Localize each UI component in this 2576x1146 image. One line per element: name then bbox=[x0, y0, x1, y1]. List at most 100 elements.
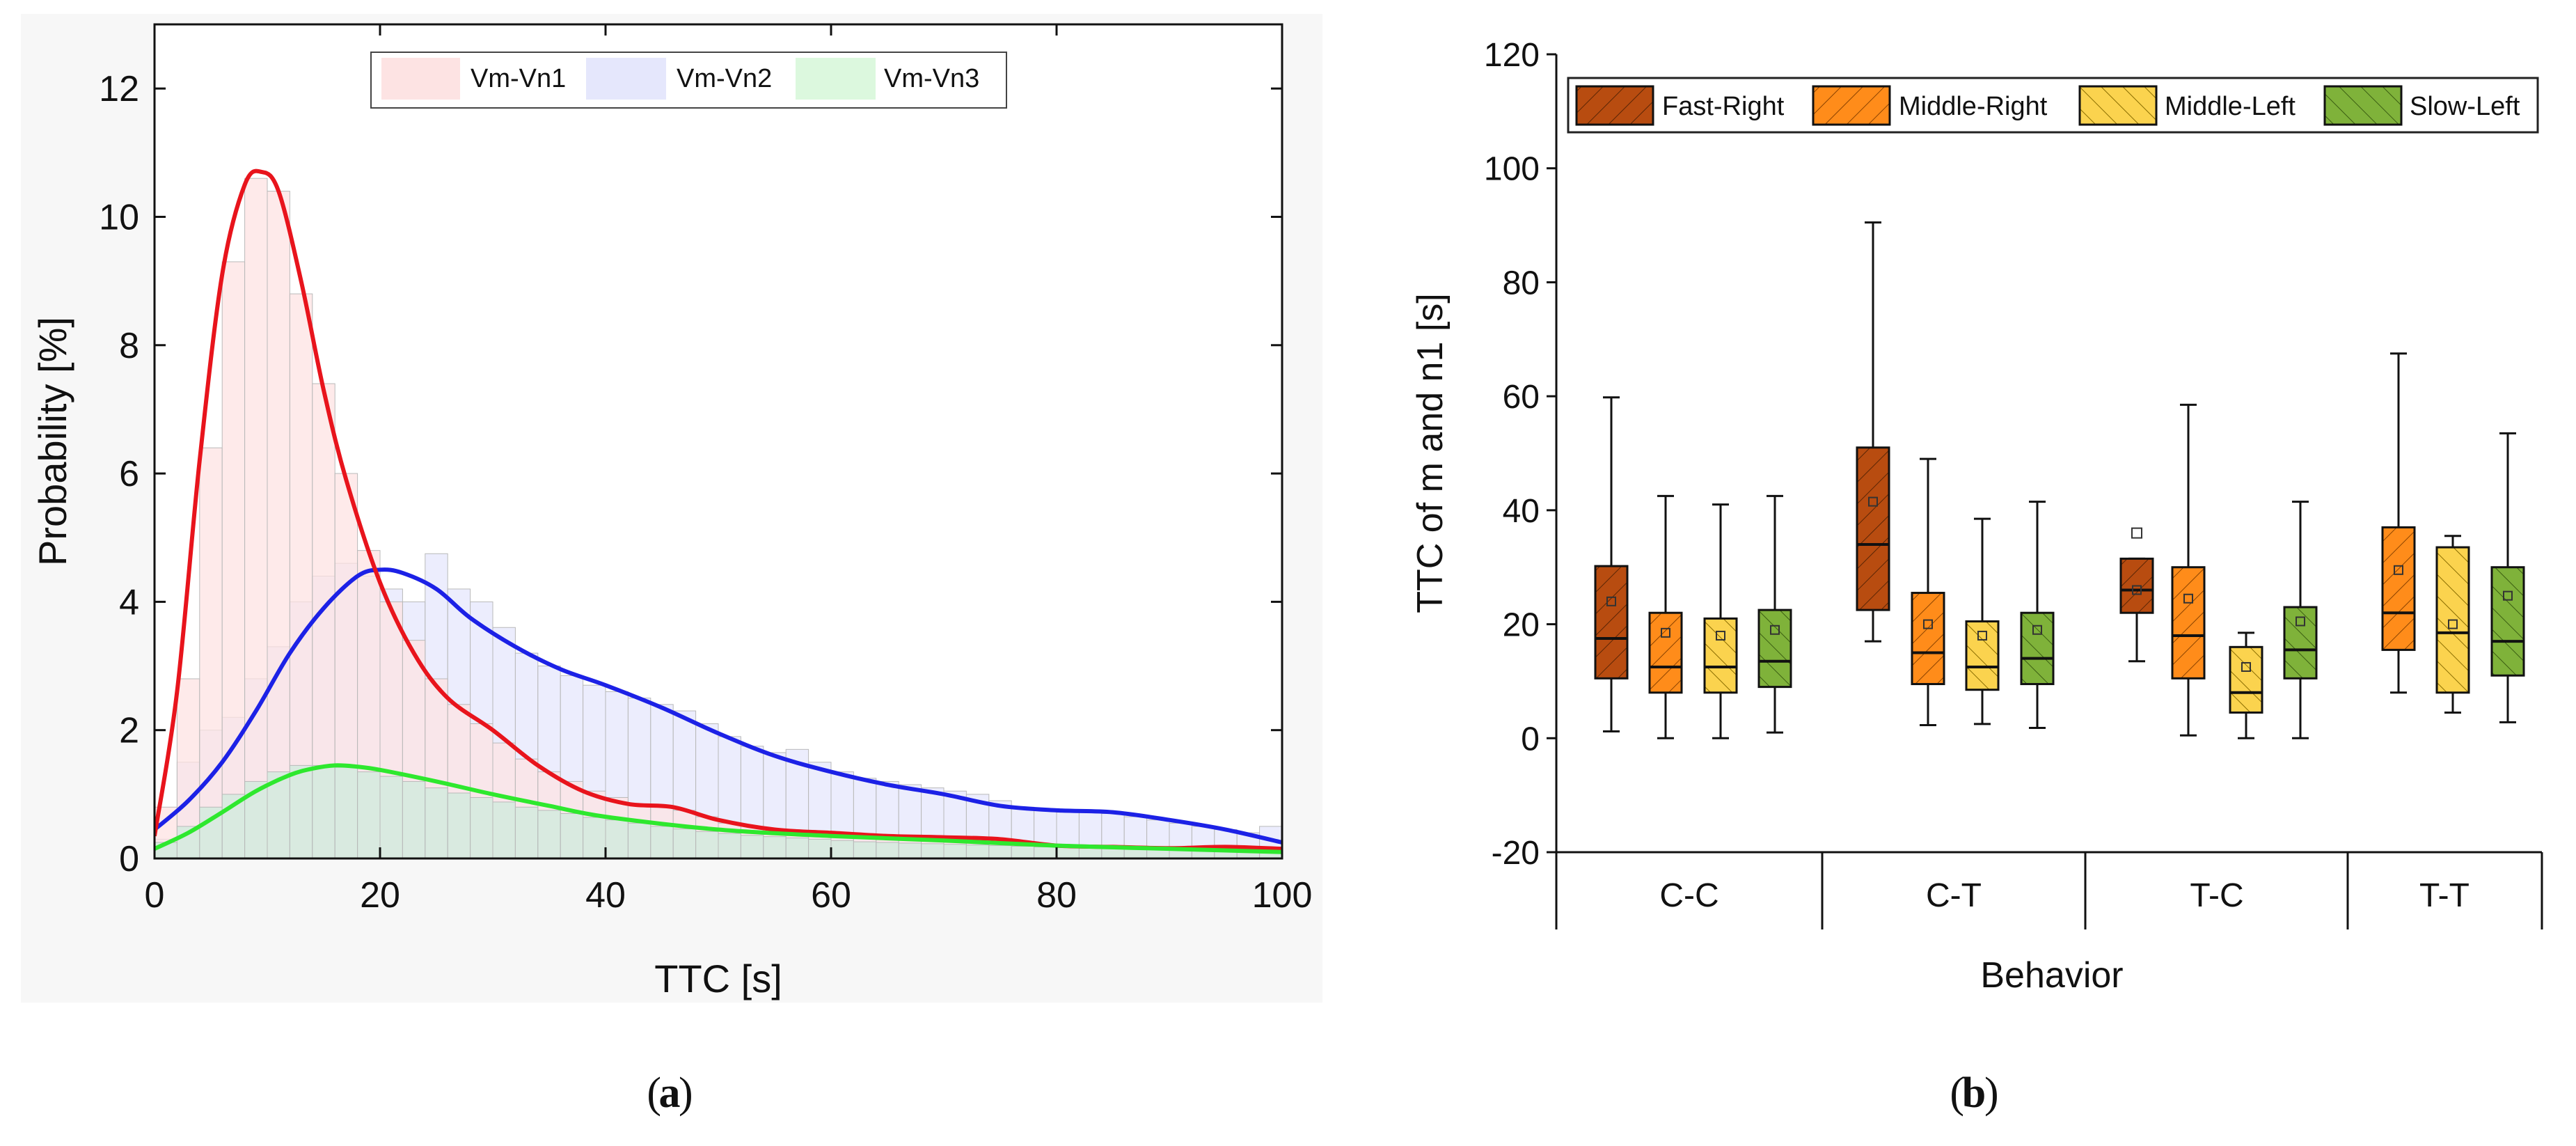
histogram-bar-vm-vn3 bbox=[650, 826, 674, 858]
box-iqr bbox=[1856, 446, 1890, 611]
histogram-bar-vm-vn3 bbox=[830, 840, 854, 858]
y-tick-label: 8 bbox=[119, 326, 139, 366]
mean-marker bbox=[1977, 630, 1987, 641]
legend-label-middle-left: Middle-Left bbox=[2165, 92, 2296, 121]
panel-a-x-ticks: 0 20 40 60 80 100 bbox=[145, 24, 1313, 916]
group-label-t-c: T-C bbox=[2190, 877, 2243, 914]
histogram-bar-vm-vn3 bbox=[1123, 848, 1148, 858]
panel-b-group-labels: C-C C-T T-C T-T bbox=[1659, 877, 2470, 914]
group-label-t-t: T-T bbox=[2419, 877, 2470, 914]
x-tick-label: 80 bbox=[1036, 875, 1077, 916]
mean-marker bbox=[1923, 619, 1933, 629]
histogram-bar-vm-vn3 bbox=[402, 780, 426, 858]
histogram-bar-vm-vn3 bbox=[605, 819, 629, 858]
y-tick-label: 0 bbox=[119, 839, 139, 879]
histogram-bar-vm-vn3 bbox=[312, 764, 335, 858]
panel-b-x-axis-label: Behavior bbox=[1980, 955, 2123, 996]
mean-marker bbox=[1716, 630, 1725, 641]
mean-marker bbox=[1661, 627, 1670, 638]
x-tick-label: 20 bbox=[360, 875, 400, 916]
caption-b-letter: b bbox=[1962, 1069, 1986, 1117]
panel-b-axes bbox=[1555, 54, 2543, 929]
histogram-bar-vm-vn3 bbox=[425, 787, 448, 858]
mean-marker bbox=[2503, 590, 2513, 601]
histogram-bar-vm-vn3 bbox=[718, 833, 741, 858]
x-tick-label: 0 bbox=[145, 875, 165, 916]
histogram-bar-vm-vn3 bbox=[492, 801, 516, 858]
svg-text:(: ( bbox=[647, 1069, 661, 1117]
y-tick-label: 100 bbox=[1484, 151, 1540, 188]
panel-a-histogram: 0 20 40 60 80 100 0 2 4 6 8 10 12 Vm-Vn1 Vm-Vn2 Vm-… bbox=[21, 14, 1322, 1003]
y-tick-label: 40 bbox=[1503, 493, 1540, 530]
legend-swatch-slow-left bbox=[2323, 85, 2403, 126]
histogram-bar-vm-vn3 bbox=[1101, 848, 1125, 858]
legend-label-middle-right: Middle-Right bbox=[1899, 92, 2048, 121]
histogram-bar-vm-vn3 bbox=[289, 764, 313, 858]
panel-a-x-axis-label: TTC [s] bbox=[654, 957, 782, 1000]
x-tick-label: 40 bbox=[585, 875, 626, 916]
panel-a-density-lines bbox=[155, 168, 1282, 854]
y-tick-label: 4 bbox=[119, 582, 139, 622]
x-tick-label: 60 bbox=[811, 875, 851, 916]
histogram-bar-vm-vn3 bbox=[898, 842, 922, 858]
box-fast-right-c-c bbox=[1594, 396, 1629, 732]
legend-swatch-fast-right bbox=[1575, 85, 1654, 126]
histogram-bar-vm-vn3 bbox=[1078, 847, 1103, 858]
histogram-bar-vm-vn3 bbox=[808, 838, 832, 858]
mean-marker bbox=[1868, 496, 1878, 507]
legend-swatch-vm-vn2 bbox=[586, 58, 666, 100]
box-iqr bbox=[1757, 609, 1792, 689]
mean-marker bbox=[2448, 619, 2458, 629]
density-line-vm-vn1 bbox=[155, 168, 1282, 851]
histogram-bar-vm-vn3 bbox=[943, 844, 967, 858]
svg-text:): ) bbox=[679, 1069, 693, 1117]
mean-marker bbox=[2296, 616, 2305, 627]
panel-a-y-ticks: 0 2 4 6 8 10 12 bbox=[99, 69, 1282, 879]
box-iqr bbox=[1911, 592, 1945, 686]
y-tick-label: 10 bbox=[99, 197, 139, 237]
box-iqr bbox=[2171, 566, 2206, 680]
caption-a-letter: a bbox=[659, 1069, 681, 1117]
histogram-bar-vm-vn3 bbox=[876, 842, 899, 858]
x-tick-label: 100 bbox=[1252, 875, 1313, 916]
histogram-bar-vm-vn3 bbox=[470, 796, 493, 858]
mean-marker bbox=[2183, 593, 2193, 604]
legend-label-vm-vn2: Vm-Vn2 bbox=[677, 64, 772, 93]
caption-b: ( b ) bbox=[1950, 1069, 1998, 1117]
svg-text:): ) bbox=[1984, 1069, 1999, 1117]
histogram-bar-vm-vn1 bbox=[244, 178, 268, 858]
box-iqr bbox=[2020, 611, 2055, 686]
box-iqr bbox=[1648, 611, 1683, 694]
box-middle-left-c-t bbox=[1965, 517, 2000, 725]
legend-label-slow-left: Slow-Left bbox=[2410, 92, 2520, 121]
histogram-bar-vm-vn3 bbox=[1011, 845, 1035, 858]
histogram-bar-vm-vn3 bbox=[988, 845, 1012, 858]
box-middle-right-c-c bbox=[1648, 494, 1683, 739]
density-line-vm-vn3 bbox=[155, 763, 1282, 854]
legend-label-vm-vn3: Vm-Vn3 bbox=[884, 64, 979, 93]
histogram-bar-vm-vn3 bbox=[379, 776, 403, 858]
legend-label-vm-vn1: Vm-Vn1 bbox=[471, 64, 566, 93]
histogram-bar-vm-vn3 bbox=[1056, 847, 1080, 858]
box-iqr bbox=[2229, 645, 2263, 714]
legend-swatch-vm-vn3 bbox=[796, 58, 876, 100]
histogram-bar-vm-vn1 bbox=[267, 191, 290, 858]
box-middle-right-t-t bbox=[2381, 352, 2416, 694]
histogram-bar-vm-vn3 bbox=[627, 822, 651, 858]
panel-b-y-axis-label: TTC of m and n1 [s] bbox=[1410, 293, 1451, 613]
y-tick-label: 20 bbox=[1503, 607, 1540, 644]
svg-text:(: ( bbox=[1950, 1069, 1964, 1117]
outlier-marker bbox=[2131, 527, 2142, 539]
histogram-bar-vm-vn3 bbox=[334, 767, 358, 858]
histogram-bar-vm-vn1 bbox=[199, 447, 223, 858]
panel-b-y-ticks: -20 0 20 40 60 80 100 120 bbox=[1484, 37, 1556, 872]
histogram-bar-vm-vn3 bbox=[763, 836, 787, 858]
legend-swatch-vm-vn1 bbox=[381, 58, 460, 100]
histogram-bar-vm-vn3 bbox=[537, 810, 561, 858]
histogram-bar-vm-vn3 bbox=[695, 831, 719, 858]
panel-a-legend: Vm-Vn1 Vm-Vn2 Vm-Vn3 bbox=[370, 52, 1007, 109]
histogram-bar-vm-vn3 bbox=[447, 792, 471, 858]
legend-box bbox=[370, 52, 1007, 109]
histogram-bar-vm-vn3 bbox=[357, 771, 381, 858]
